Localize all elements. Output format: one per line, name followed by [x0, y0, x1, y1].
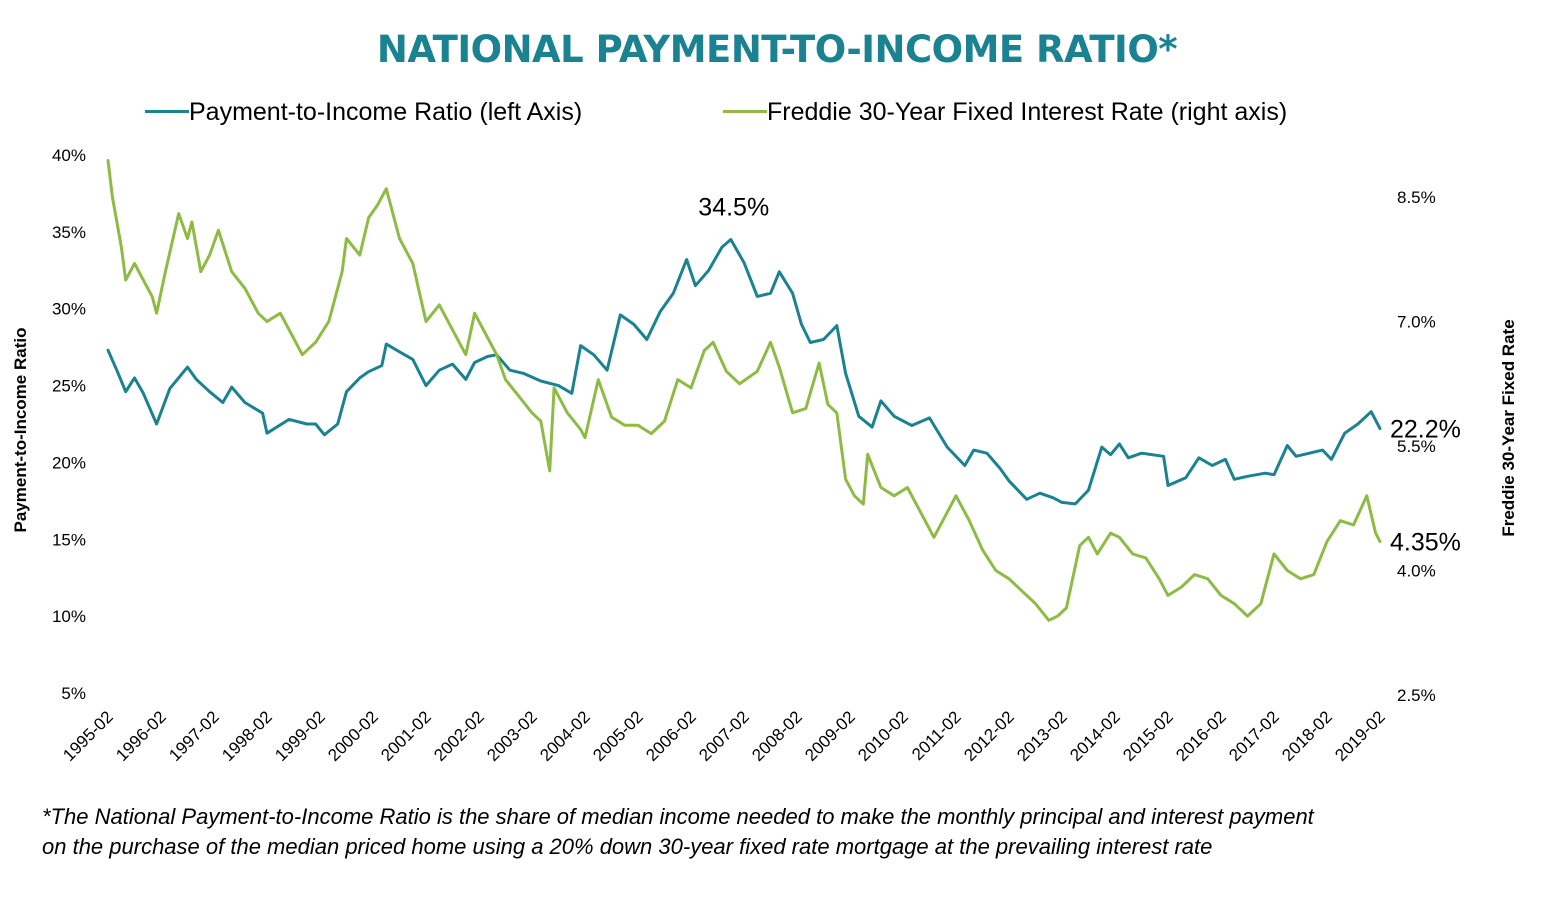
x-tick-label: 1995-02: [59, 707, 117, 765]
x-tick-label: 2007-02: [695, 707, 753, 765]
annotation-layer: 34.5% 22.2% 4.35%: [698, 194, 1461, 557]
footnote-line-1: *The National Payment-to-Income Ratio is…: [42, 804, 1314, 829]
legend-item-rate: Freddie 30-Year Fixed Interest Rate (rig…: [723, 98, 1287, 127]
x-tick-label: 2017-02: [1225, 707, 1283, 765]
legend-label-rate: Freddie 30-Year Fixed Interest Rate (rig…: [767, 98, 1288, 126]
x-tick-label: 1997-02: [165, 707, 223, 765]
left-tick-label: 25%: [52, 377, 86, 396]
left-tick-label: 30%: [52, 300, 86, 319]
left-tick-label: 5%: [61, 684, 86, 703]
chart-title: NATIONAL PAYMENT-TO-INCOME RATIO*: [376, 28, 1178, 71]
legend-label-pti: Payment-to-Income Ratio (left Axis): [189, 98, 583, 126]
x-tick-label: 2001-02: [377, 707, 435, 765]
x-tick-label: 1999-02: [271, 707, 329, 765]
footnote: *The National Payment-to-Income Ratio is…: [42, 802, 1502, 862]
left-tick-label: 20%: [52, 453, 86, 472]
left-tick-label: 40%: [52, 146, 86, 165]
left-tick-label: 15%: [52, 530, 86, 549]
series-line-pti: [106, 238, 1382, 506]
x-axis-ticks: 1995-021996-021997-021998-021999-022000-…: [59, 707, 1389, 765]
legend-item-pti: Payment-to-Income Ratio (left Axis): [145, 98, 582, 127]
x-tick-label: 2016-02: [1172, 707, 1230, 765]
x-tick-label: 2006-02: [642, 707, 700, 765]
annotation-label: 22.2%: [1390, 416, 1461, 444]
legend-swatch-pti: [145, 109, 189, 113]
x-tick-label: 2009-02: [801, 707, 859, 765]
x-tick-label: 2012-02: [960, 707, 1018, 765]
x-tick-label: 2008-02: [748, 707, 806, 765]
right-tick-label: 5.5%: [1397, 437, 1436, 456]
series-layer: [106, 159, 1382, 622]
x-tick-label: 2002-02: [430, 707, 488, 765]
x-tick-label: 2018-02: [1278, 707, 1336, 765]
footnote-line-2: on the purchase of the median priced hom…: [42, 834, 1213, 859]
x-tick-label: 1996-02: [112, 707, 170, 765]
left-axis-ticks: 40% 35% 30% 25% 20% 15% 10% 5%: [52, 146, 86, 703]
right-tick-label: 2.5%: [1397, 686, 1436, 705]
x-tick-label: 2005-02: [589, 707, 647, 765]
left-tick-label: 35%: [52, 223, 86, 242]
legend-swatch-rate: [723, 109, 767, 113]
x-tick-label: 2000-02: [324, 707, 382, 765]
annotation-label: 4.35%: [1390, 528, 1461, 556]
right-tick-label: 8.5%: [1397, 188, 1436, 207]
right-axis-title: Freddie 30-Year Fixed Rate: [1499, 319, 1518, 536]
x-tick-label: 2013-02: [1013, 707, 1071, 765]
right-tick-label: 4.0%: [1397, 562, 1436, 581]
x-tick-label: 2010-02: [854, 707, 912, 765]
x-tick-label: 2019-02: [1331, 707, 1389, 765]
x-tick-label: 1998-02: [218, 707, 276, 765]
x-tick-label: 2011-02: [908, 707, 965, 764]
right-axis-ticks: 8.5% 7.0% 5.5% 4.0% 2.5%: [1397, 188, 1436, 705]
series-line-rate: [106, 159, 1382, 622]
x-tick-label: 2015-02: [1119, 707, 1177, 765]
x-tick-label: 2004-02: [536, 707, 594, 765]
left-axis-title: Payment-to-Income Ratio: [11, 328, 30, 533]
left-tick-label: 10%: [52, 607, 86, 626]
annotation-label: 34.5%: [698, 194, 769, 222]
right-tick-label: 7.0%: [1397, 313, 1436, 332]
x-tick-label: 2014-02: [1066, 707, 1124, 765]
x-tick-label: 2003-02: [483, 707, 541, 765]
